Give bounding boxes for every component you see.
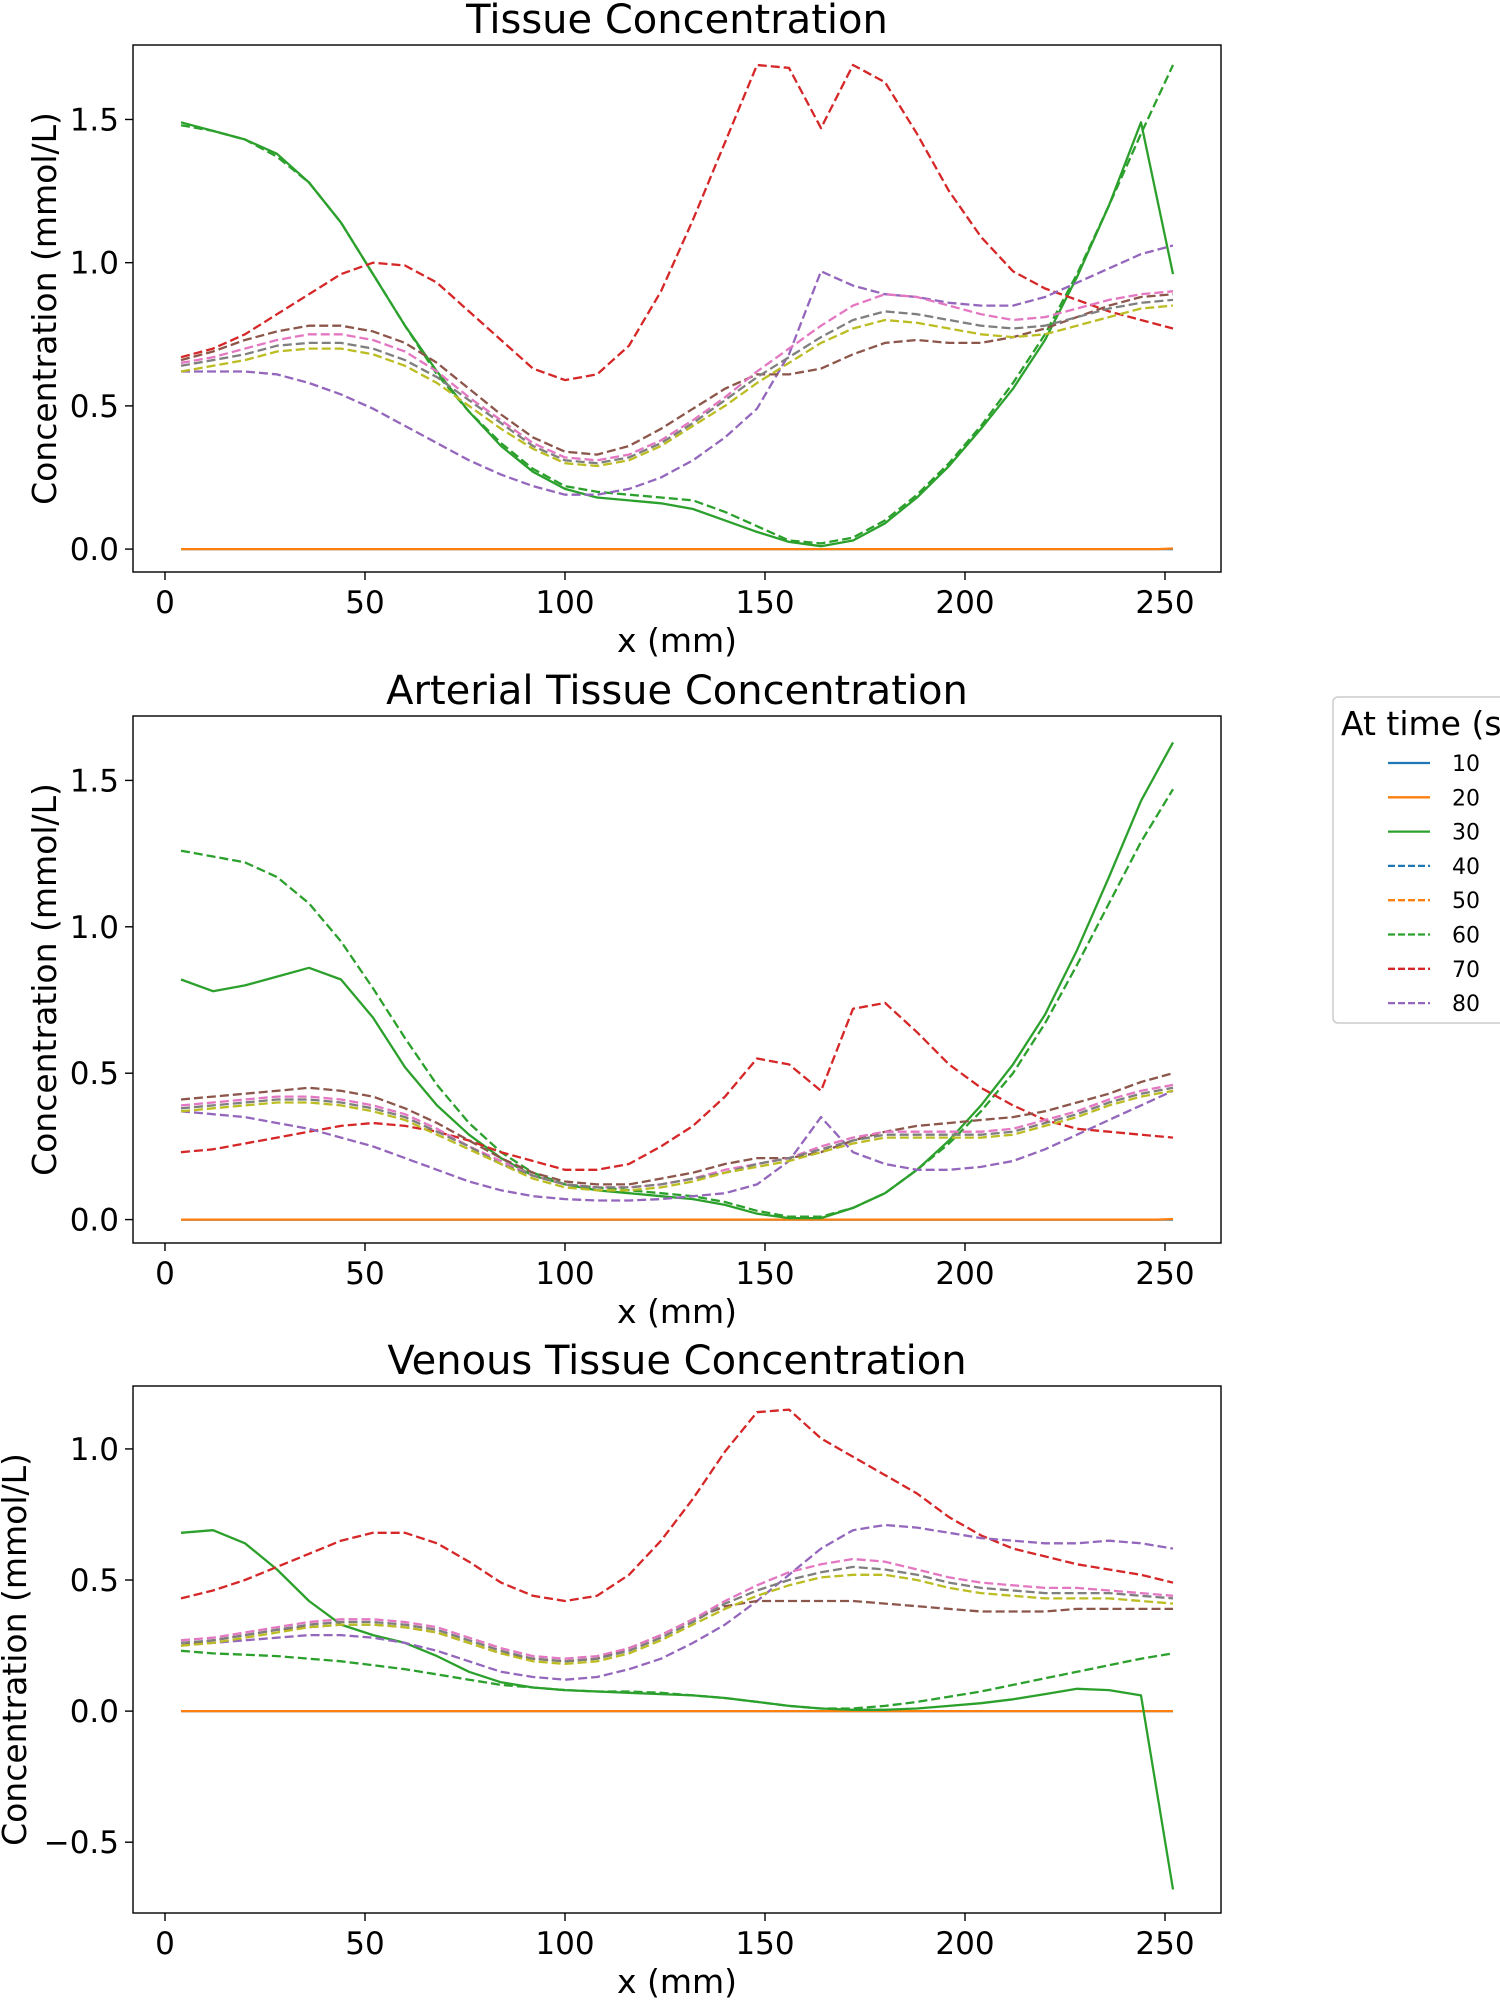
chart-title: Venous Tissue Concentration — [387, 1338, 966, 1384]
legend-entries: 10 20 30 40 50 60 70 80 — [1388, 752, 1480, 1017]
x-tick-label: 100 — [535, 1926, 594, 1962]
series-group — [180, 741, 1175, 1221]
y-tick-label: 0.5 — [70, 389, 119, 425]
y-tick-label: 1.5 — [70, 102, 119, 138]
legend: At time (s 10 20 30 40 50 60 70 80 — [1332, 696, 1500, 1024]
legend-frame — [1332, 696, 1500, 1024]
y-tick-label: 0.0 — [70, 1694, 119, 1730]
x-tick-label: 50 — [345, 1926, 384, 1962]
y-tick-label: −0.5 — [44, 1825, 119, 1861]
y-tick-label: 1.0 — [70, 246, 119, 282]
series-line-70s — [180, 1408, 1174, 1603]
series-group — [180, 63, 1175, 551]
axes-frame — [132, 44, 1222, 573]
y-tick-label: 0.0 — [70, 532, 119, 568]
x-tick-label: 0 — [155, 1926, 175, 1962]
series-line-70s — [180, 1001, 1174, 1171]
series-line-30s — [180, 121, 1175, 548]
x-tick-label: 100 — [535, 585, 594, 621]
series-line-unlabeled-10 — [180, 1573, 1174, 1666]
x-tick-label: 250 — [1135, 585, 1194, 621]
x-axis-label: x (mm) — [617, 1292, 737, 1331]
series-line-unlabeled-8 — [180, 290, 1174, 462]
series-line-80s — [180, 1523, 1174, 1681]
series-line-unlabeled-10 — [180, 304, 1174, 468]
series-line-unlabeled-8 — [180, 1557, 1174, 1660]
series-line-80s — [180, 1089, 1174, 1202]
y-tick-label: 0.5 — [70, 1563, 119, 1599]
y-axis-label: Concentration (mmol/L) — [25, 112, 64, 505]
x-tick-label: 200 — [935, 1256, 994, 1292]
series-line-70s — [180, 63, 1174, 382]
y-axis-label: Concentration (mmol/L) — [0, 1453, 34, 1846]
axes-frame — [132, 1385, 1222, 1914]
series-line-60s — [180, 788, 1174, 1218]
x-axis-label: x (mm) — [617, 621, 737, 660]
legend-label-40s: 40 — [1452, 855, 1480, 880]
x-tick-label: 250 — [1135, 1926, 1194, 1962]
series-line-unlabeled-9 — [180, 1086, 1174, 1189]
legend-label-20s: 20 — [1452, 786, 1480, 811]
series-line-20s — [181, 547, 1174, 551]
panel-1: 0 50 100 150 200 250 0.0 0.5 1.0 1.5 Tissue Concen… — [25, 0, 1222, 660]
x-tick-label: 200 — [935, 585, 994, 621]
chart-title: Arterial Tissue Concentration — [386, 668, 968, 714]
y-tick-label: 0.5 — [70, 1056, 119, 1092]
y-tick-label: 1.0 — [70, 1432, 119, 1468]
series-line-60s — [180, 64, 1175, 545]
series-line-unlabeled-7 — [180, 293, 1174, 456]
x-tick-label: 50 — [345, 585, 384, 621]
y-tick-label: 0.0 — [70, 1203, 119, 1239]
legend-label-10s: 10 — [1452, 752, 1480, 777]
series-line-20s — [181, 1217, 1174, 1221]
axes-frame — [132, 715, 1222, 1244]
series-group — [180, 1408, 1175, 1890]
series-line-unlabeled-10 — [180, 1089, 1174, 1192]
y-tick-label: 1.0 — [70, 910, 119, 946]
x-tick-label: 100 — [535, 1256, 594, 1292]
panel-2: 0 50 100 150 200 250 0.0 0.5 1.0 1.5 Arterial Tiss… — [25, 668, 1222, 1331]
legend-title: At time (s — [1341, 704, 1500, 743]
y-axis-label: Concentration (mmol/L) — [25, 783, 64, 1176]
x-axis-label: x (mm) — [617, 1962, 737, 2000]
legend-label-70s: 70 — [1452, 958, 1480, 983]
y-tick-label: 1.5 — [70, 763, 119, 799]
legend-label-30s: 30 — [1452, 821, 1480, 846]
series-line-unlabeled-9 — [180, 1565, 1174, 1663]
legend-label-50s: 50 — [1452, 889, 1480, 914]
x-tick-label: 250 — [1135, 1256, 1194, 1292]
x-tick-label: 50 — [345, 1256, 384, 1292]
legend-label-60s: 60 — [1452, 924, 1480, 949]
chart-title: Tissue Concentration — [465, 0, 888, 43]
x-tick-label: 200 — [935, 1926, 994, 1962]
x-tick-label: 150 — [735, 585, 794, 621]
panel-3: 0 50 100 150 200 250 −0.5 0.0 0.5 1.0 Venous Tissu… — [0, 1338, 1222, 2000]
x-tick-label: 0 — [155, 1256, 175, 1292]
x-tick-label: 150 — [735, 1926, 794, 1962]
x-tick-label: 0 — [155, 585, 175, 621]
x-tick-label: 150 — [735, 1256, 794, 1292]
series-line-80s — [181, 244, 1174, 496]
series-line-unlabeled-9 — [180, 298, 1174, 465]
series-line-60s — [180, 1649, 1174, 1710]
legend-label-80s: 80 — [1452, 992, 1480, 1017]
panels: 0 50 100 150 200 250 0.0 0.5 1.0 1.5 Tissue Concen… — [0, 0, 1222, 2000]
